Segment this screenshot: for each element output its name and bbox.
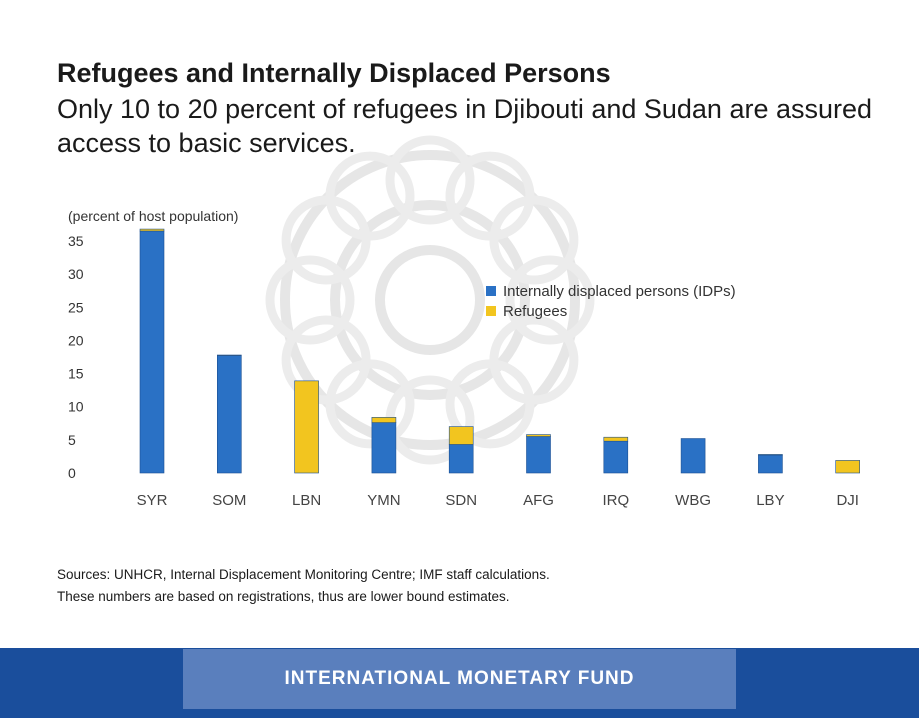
bar-lby xyxy=(758,454,783,456)
caveat-line: These numbers are based on registrations… xyxy=(57,589,510,604)
bar-wbg xyxy=(680,438,706,474)
bar-ymn xyxy=(371,417,397,423)
y-tick-label: 20 xyxy=(68,332,84,348)
y-tick-label: 25 xyxy=(68,299,84,315)
legend-label-idp: Internally displaced persons (IDPs) xyxy=(503,283,736,300)
x-tick-label: WBG xyxy=(675,492,711,509)
chart-subtitle: Only 10 to 20 percent of refugees in Dji… xyxy=(57,94,873,158)
sources-note: Sources: UNHCR, Internal Displacement Mo… xyxy=(57,564,550,608)
bars xyxy=(139,228,861,474)
bar-lby xyxy=(758,454,783,474)
x-axis-ticks: SYR SOM LBN YMN SDN AFG IRQ WBG LBY DJI xyxy=(137,492,859,509)
x-tick-label: SDN xyxy=(445,492,477,509)
x-tick-label: AFG xyxy=(523,492,554,509)
x-tick-label: LBY xyxy=(756,492,784,509)
x-tick-label: DJI xyxy=(836,492,859,509)
x-tick-label: IRQ xyxy=(602,492,629,509)
legend-swatch-refugees xyxy=(486,306,496,316)
bar-irq xyxy=(603,436,629,442)
bar-som xyxy=(217,354,242,356)
bar-som xyxy=(217,355,242,474)
x-tick-label: SOM xyxy=(212,492,246,509)
stacked-bar-chart: (percent of host population) 0 5 10 15 20 25 3… xyxy=(68,208,861,509)
bar-afg xyxy=(526,436,551,474)
y-tick-label: 35 xyxy=(68,233,84,249)
sources-line: Sources: UNHCR, Internal Displacement Mo… xyxy=(57,567,550,582)
y-tick-label: 30 xyxy=(68,266,84,282)
bar-ymn xyxy=(371,422,397,474)
footer-label: INTERNATIONAL MONETARY FUND xyxy=(183,649,736,709)
legend-label-refugees: Refugees xyxy=(503,303,567,320)
bar-afg xyxy=(526,434,551,437)
bar-irq xyxy=(603,440,629,474)
y-tick-label: 5 xyxy=(68,432,76,448)
y-tick-label: 10 xyxy=(68,399,84,415)
bar-syr xyxy=(139,228,165,232)
y-axis-label: (percent of host population) xyxy=(68,208,238,224)
legend-swatch-idp xyxy=(486,286,496,296)
y-axis-ticks: 0 5 10 15 20 25 30 35 xyxy=(68,233,84,481)
bar-sdn xyxy=(448,426,474,445)
bar-dji xyxy=(835,460,861,474)
y-tick-label: 15 xyxy=(68,366,84,382)
bar-sdn xyxy=(448,444,474,474)
legend: Internally displaced persons (IDPs) Refu… xyxy=(486,283,736,320)
x-tick-label: YMN xyxy=(367,492,400,509)
y-tick-label: 0 xyxy=(68,465,76,481)
bar-lbn xyxy=(294,380,319,474)
x-tick-label: SYR xyxy=(137,492,168,509)
bar-syr xyxy=(139,230,165,474)
chart-title: Refugees and Internally Displaced Person… xyxy=(57,58,611,88)
x-tick-label: LBN xyxy=(292,492,321,509)
